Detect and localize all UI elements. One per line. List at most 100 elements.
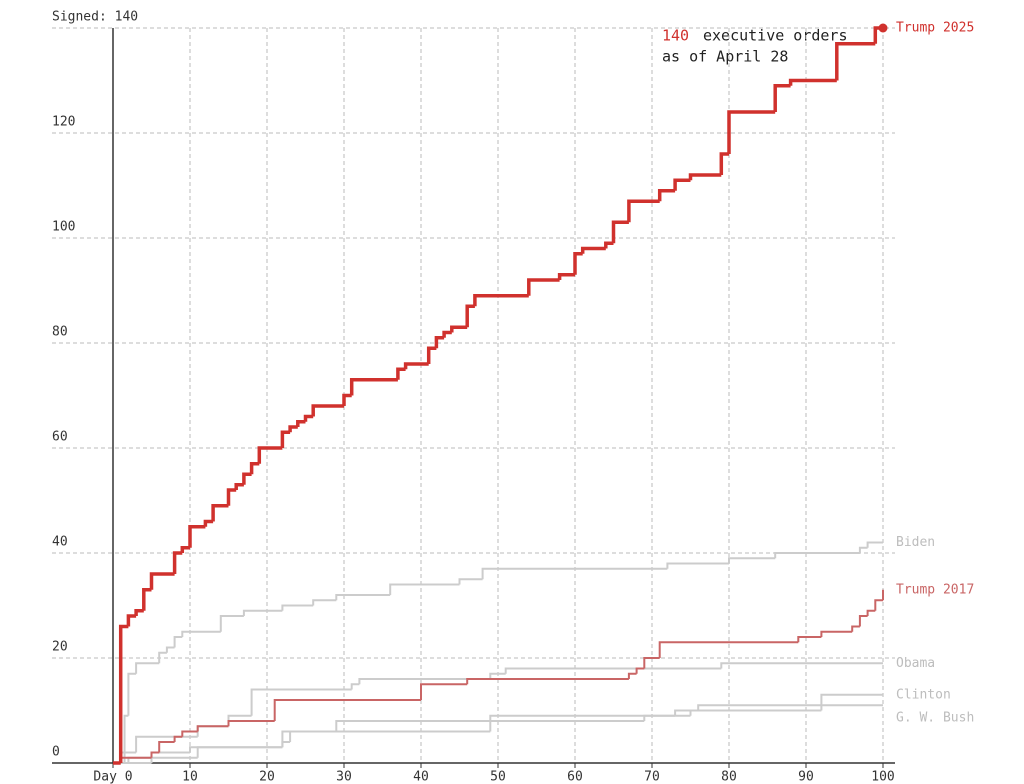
step (342, 393, 352, 406)
step (788, 78, 837, 86)
step (643, 657, 660, 669)
step (335, 720, 491, 732)
step (203, 519, 214, 527)
y-tick-label: 80 (52, 325, 68, 340)
legend-label: G. W. Bush (896, 710, 974, 725)
step (280, 430, 291, 448)
step (173, 735, 183, 742)
step (835, 42, 876, 81)
step (196, 725, 229, 737)
step (450, 325, 468, 333)
step (296, 420, 306, 427)
step (866, 541, 883, 548)
step (188, 525, 206, 548)
step (635, 667, 645, 674)
step (727, 110, 776, 154)
step (134, 609, 144, 616)
step (181, 630, 221, 637)
step (658, 641, 799, 658)
step (426, 346, 437, 364)
step (281, 604, 314, 611)
step (557, 273, 575, 280)
series (113, 541, 883, 764)
legend-label: Obama (896, 656, 935, 671)
step (673, 178, 691, 191)
step (127, 672, 137, 716)
step (466, 678, 629, 685)
step (858, 615, 868, 627)
legend-label: Clinton (896, 687, 951, 702)
series (113, 704, 883, 764)
x-tick-label: Day 0 (93, 770, 132, 784)
step (465, 304, 475, 328)
step (219, 615, 244, 632)
x-tick-label: 90 (798, 770, 814, 784)
step (227, 720, 275, 727)
step (688, 173, 722, 181)
step (489, 720, 645, 732)
step (504, 667, 722, 674)
step (150, 751, 160, 758)
step (226, 488, 237, 506)
step (666, 562, 729, 569)
step (135, 735, 198, 753)
step (118, 624, 129, 763)
legend-label: Trump 2017 (896, 582, 974, 597)
x-tick-label: 20 (259, 770, 275, 784)
step (349, 378, 398, 396)
step (473, 294, 529, 307)
step (858, 546, 868, 553)
step (719, 152, 729, 175)
step (181, 730, 198, 737)
step (643, 714, 676, 721)
annotation-number: 140 (662, 27, 689, 45)
step (820, 693, 883, 706)
step (489, 714, 691, 721)
step (180, 546, 190, 553)
y-tick-label: 40 (52, 535, 68, 550)
step (866, 609, 876, 616)
step (389, 583, 460, 595)
step (396, 367, 406, 380)
x-tick-label: 10 (182, 770, 198, 784)
step (149, 572, 175, 590)
y-tick-label: 100 (52, 220, 75, 235)
annotation-text: executive orders (703, 27, 848, 45)
step (851, 625, 860, 632)
step (257, 446, 283, 464)
step (720, 662, 883, 669)
step (250, 688, 352, 716)
step (273, 699, 421, 721)
step (527, 278, 560, 296)
y-tick-label: 20 (52, 640, 68, 655)
step (627, 199, 660, 223)
y-tick-label: 120 (52, 115, 75, 130)
x-tick-label: 70 (644, 770, 660, 784)
step (165, 646, 175, 653)
step (627, 672, 637, 679)
step (358, 678, 491, 685)
step (350, 683, 360, 690)
step (420, 683, 468, 700)
step (335, 594, 391, 601)
x-tick-label: 100 (871, 770, 894, 784)
step (303, 414, 314, 422)
y-tick-label: 0 (52, 745, 60, 760)
step (172, 551, 183, 574)
step (289, 730, 491, 742)
step (311, 404, 344, 417)
step (797, 636, 822, 643)
step (312, 599, 337, 606)
step (728, 557, 776, 564)
step (242, 472, 252, 485)
step (489, 672, 506, 679)
step (604, 241, 614, 249)
annotation-text: as of April 28 (662, 48, 788, 66)
x-tick-label: 40 (413, 770, 429, 784)
step (126, 614, 137, 627)
step (820, 630, 853, 637)
step (874, 599, 883, 611)
step (281, 741, 291, 748)
